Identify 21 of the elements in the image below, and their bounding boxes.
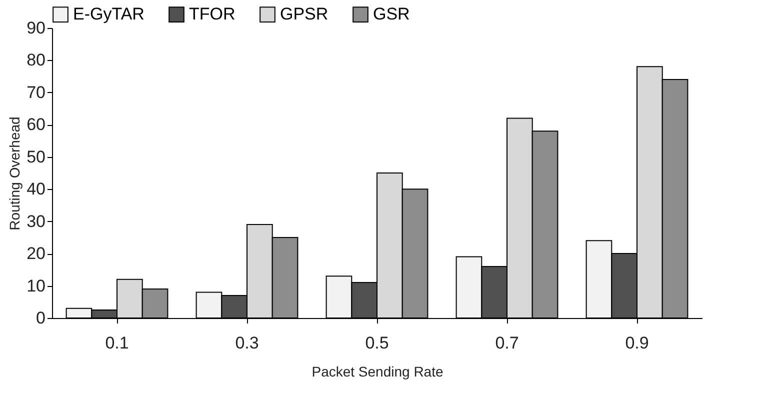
x-axis-title: Packet Sending Rate — [312, 364, 444, 380]
x-tick-label: 0.7 — [495, 334, 519, 352]
legend-label: GPSR — [280, 4, 328, 24]
y-tick-label: 20 — [26, 244, 46, 264]
legend-label: GSR — [373, 4, 410, 24]
x-tick-label: 0.5 — [365, 334, 389, 352]
y-tick-label: 60 — [26, 115, 46, 134]
y-tick-label: 30 — [26, 212, 46, 231]
y-tick-label: 90 — [26, 18, 46, 38]
y-axis-title: Routing Overhead — [6, 116, 23, 230]
legend-label: E-GyTAR — [73, 4, 144, 24]
x-tick-label: 0.1 — [105, 334, 129, 352]
y-tick-label: 10 — [26, 276, 46, 296]
y-tick-label: 40 — [26, 180, 46, 199]
y-tick-label: 0 — [36, 308, 46, 328]
y-tick-label: 80 — [26, 50, 46, 70]
y-tick-label: 70 — [26, 82, 46, 102]
legend-label: TFOR — [189, 4, 236, 24]
x-tick-label: 0.3 — [235, 334, 259, 352]
x-tick-label: 0.9 — [625, 334, 649, 352]
y-tick-label: 50 — [26, 147, 46, 166]
